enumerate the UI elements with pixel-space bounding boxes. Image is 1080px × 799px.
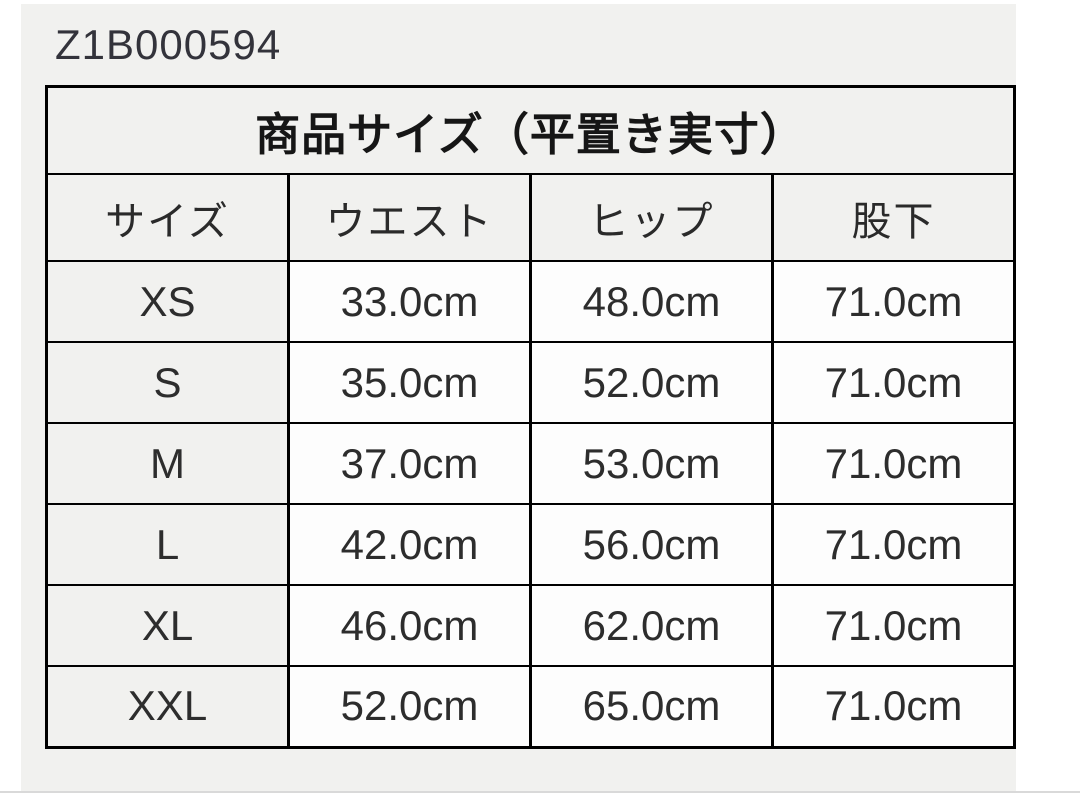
hip-cell: 52.0cm (529, 341, 774, 424)
table-row-xs: XS 33.0cm 48.0cm 71.0cm (45, 260, 1016, 343)
table-row-m: M 37.0cm 53.0cm 71.0cm (45, 422, 1016, 505)
waist-cell: 46.0cm (287, 584, 532, 667)
waist-cell: 33.0cm (287, 260, 532, 343)
hip-cell: 65.0cm (529, 665, 774, 748)
bottom-divider (0, 791, 1080, 793)
table-row-s: S 35.0cm 52.0cm 71.0cm (45, 341, 1016, 424)
inseam-cell: 71.0cm (771, 584, 1016, 667)
hip-cell: 56.0cm (529, 503, 774, 586)
inseam-cell: 71.0cm (771, 422, 1016, 505)
table-title-row: 商品サイズ（平置き実寸） (45, 85, 1016, 175)
size-cell: S (45, 341, 290, 424)
product-code: Z1B000594 (55, 21, 282, 68)
column-header-inseam: 股下 (771, 173, 1016, 262)
size-table: 商品サイズ（平置き実寸） サイズ ウエスト ヒップ 股下 XS 33.0cm 4… (45, 85, 1016, 749)
column-header-size: サイズ (45, 173, 290, 262)
size-cell: XXL (45, 665, 290, 748)
waist-cell: 42.0cm (287, 503, 532, 586)
table-row-l: L 42.0cm 56.0cm 71.0cm (45, 503, 1016, 586)
size-cell: M (45, 422, 290, 505)
hip-cell: 62.0cm (529, 584, 774, 667)
waist-cell: 37.0cm (287, 422, 532, 505)
table-title: 商品サイズ（平置き実寸） (45, 85, 1016, 175)
waist-cell: 35.0cm (287, 341, 532, 424)
inseam-cell: 71.0cm (771, 341, 1016, 424)
size-cell: XL (45, 584, 290, 667)
table-row-xl: XL 46.0cm 62.0cm 71.0cm (45, 584, 1016, 667)
column-header-hip: ヒップ (529, 173, 774, 262)
inseam-cell: 71.0cm (771, 503, 1016, 586)
hip-cell: 48.0cm (529, 260, 774, 343)
size-cell: XS (45, 260, 290, 343)
table-row-xxl: XXL 52.0cm 65.0cm 71.0cm (45, 665, 1016, 748)
waist-cell: 52.0cm (287, 665, 532, 748)
column-header-waist: ウエスト (287, 173, 532, 262)
hip-cell: 53.0cm (529, 422, 774, 505)
inseam-cell: 71.0cm (771, 260, 1016, 343)
inseam-cell: 71.0cm (771, 665, 1016, 748)
column-header-row: サイズ ウエスト ヒップ 股下 (45, 173, 1016, 262)
size-cell: L (45, 503, 290, 586)
